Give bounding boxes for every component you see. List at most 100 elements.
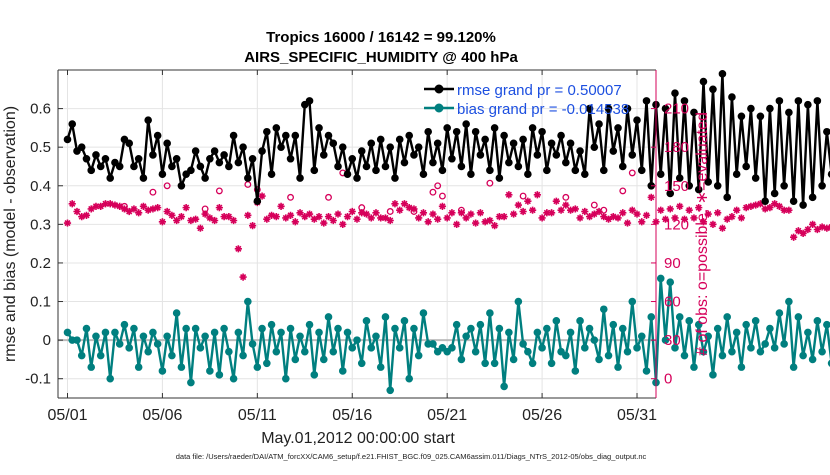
rmse-point (135, 155, 142, 162)
bias-point (330, 348, 337, 355)
rmse-point (463, 121, 470, 128)
rmse-point (582, 171, 589, 178)
rmse-point (510, 140, 517, 147)
obs-evaluated-marker (292, 218, 299, 225)
bias-point (525, 348, 532, 355)
y-right-tick-label: 60 (664, 294, 681, 311)
bias-point (800, 352, 807, 359)
bias-point (610, 321, 617, 328)
rmse-point (406, 132, 413, 139)
obs-evaluated-marker (501, 213, 508, 220)
bias-point (600, 306, 607, 313)
obs-possible-marker (620, 188, 626, 194)
bias-point (567, 329, 574, 336)
bias-point (240, 352, 247, 359)
rmse-point (520, 136, 527, 143)
bias-point (268, 321, 275, 328)
obs-evaluated-marker (572, 205, 579, 212)
legend-rmse-swatch-marker (435, 85, 443, 93)
rmse-point (501, 132, 508, 139)
rmse-point (790, 198, 797, 205)
rmse-point (434, 140, 441, 147)
bias-point (401, 318, 408, 325)
rmse-point (453, 128, 460, 135)
y-axis-left-label: rmse and bias (model - observation) (2, 106, 19, 362)
bias-point (320, 356, 327, 363)
bias-point (748, 345, 755, 352)
bias-point (634, 345, 641, 352)
rmse-point (245, 175, 252, 182)
bias-point (757, 348, 764, 355)
obs-evaluated-marker (396, 207, 403, 214)
y-left-tick-label: -0.1 (25, 371, 51, 388)
bias-point (406, 375, 413, 382)
rmse-point (259, 148, 266, 155)
rmse-point (178, 182, 185, 189)
bias-point (325, 314, 332, 321)
bias-point (192, 325, 199, 332)
bias-point (74, 337, 81, 344)
bias-point (311, 372, 318, 379)
bias-point (221, 325, 228, 332)
y-left-tick-label: 0 (43, 332, 51, 349)
bias-point (415, 352, 422, 359)
rmse-point (221, 152, 228, 159)
obs-evaluated-marker (159, 218, 166, 225)
rmse-point (710, 86, 717, 93)
rmse-point (800, 202, 807, 209)
bias-point (349, 345, 356, 352)
bias-point (254, 364, 261, 371)
obs-evaluated-marker (339, 221, 346, 228)
bias-point (819, 348, 826, 355)
rmse-point (83, 155, 90, 162)
obs-evaluated-marker (216, 204, 223, 211)
obs-evaluated-marker (64, 219, 71, 226)
rmse-point (752, 175, 759, 182)
rmse-point (283, 132, 290, 139)
rmse-point (320, 152, 327, 159)
bias-point (752, 318, 759, 325)
bias-point (762, 341, 769, 348)
bias-point (392, 325, 399, 332)
bias-point (771, 345, 778, 352)
obs-evaluated-marker (135, 209, 142, 216)
bias-point (363, 318, 370, 325)
rmse-point (781, 182, 788, 189)
obs-evaluated-marker (667, 205, 674, 212)
bias-point (297, 333, 304, 340)
bias-point (116, 341, 123, 348)
bias-point (373, 333, 380, 340)
obs-evaluated-marker (277, 203, 284, 210)
obs-evaluated-marker (733, 207, 740, 214)
rmse-point (192, 148, 199, 155)
bias-point (264, 360, 271, 367)
bias-point (306, 321, 313, 328)
x-tick-label: 05/21 (427, 407, 467, 424)
bias-point (487, 310, 494, 317)
obs-evaluated-marker (719, 225, 726, 232)
rmse-point (335, 163, 342, 170)
obs-evaluated-marker (633, 210, 640, 217)
bias-point (420, 310, 427, 317)
bias-point (468, 325, 475, 332)
obs-possible-marker (629, 170, 635, 176)
rmse-point (102, 155, 109, 162)
rmse-point (629, 152, 636, 159)
rmse-point (373, 167, 380, 174)
obs-evaluated-marker (287, 212, 294, 219)
rmse-point (805, 101, 812, 108)
bias-point (506, 329, 513, 336)
rmse-point (382, 163, 389, 170)
rmse-point (339, 144, 346, 151)
bias-point (539, 345, 546, 352)
x-axis-label: May.01,2012 00:00:00 start (261, 430, 455, 447)
bias-point (453, 321, 460, 328)
rmse-point (358, 148, 365, 155)
bias-point (135, 364, 142, 371)
bias-point (491, 360, 498, 367)
rmse-point (515, 163, 522, 170)
bias-point (638, 333, 645, 340)
rmse-point (401, 159, 408, 166)
rmse-point (814, 98, 821, 105)
rmse-point (197, 163, 204, 170)
